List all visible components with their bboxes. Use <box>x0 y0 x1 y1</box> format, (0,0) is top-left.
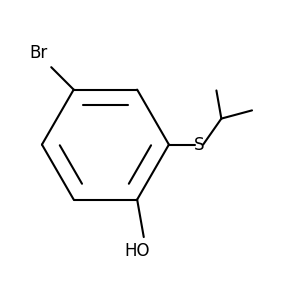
Text: HO: HO <box>125 242 150 260</box>
Text: S: S <box>194 136 204 154</box>
Text: Br: Br <box>30 44 48 62</box>
